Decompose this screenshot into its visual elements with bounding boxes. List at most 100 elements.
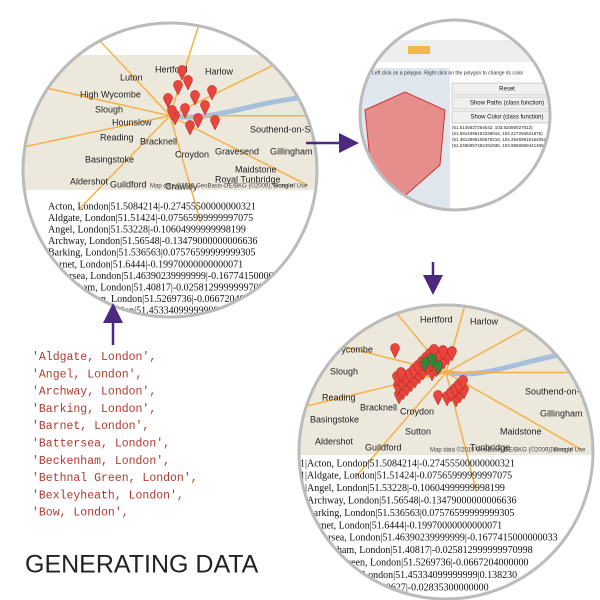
map-label: Luton [120, 72, 143, 82]
code-line: 'Battersea, London', [32, 438, 170, 451]
data-line: Archway, London|51.56548|-0.134790000000… [48, 236, 257, 247]
map-label: Maidstone [500, 426, 542, 436]
map-label: Southend-on-Sea [250, 124, 321, 134]
data-line: 1|Barnet, London|51.6444|-0.199700000000… [300, 520, 502, 531]
header-strip [360, 40, 550, 62]
map-label: Royal Tunbridge [215, 174, 281, 184]
map-label: High Wycombe [80, 89, 141, 99]
code-line: 'Archway, London', [32, 386, 156, 399]
lens-border [21, 21, 319, 319]
map-label: Hounslow [112, 117, 152, 127]
map-label: Gillingham [270, 146, 313, 156]
map-marker [200, 100, 210, 116]
map-marker [427, 353, 437, 369]
map-marker [167, 105, 177, 121]
button-label: Show Color (class function) [470, 115, 543, 121]
map-marker [420, 357, 430, 373]
data-line: 1|Bexleyheath, London|51.45334099999999|… [300, 570, 517, 581]
code-line: 'Bexleyheath, London', [32, 489, 184, 502]
road [78, 115, 171, 210]
map-label: Aldershot [315, 436, 354, 446]
data-line: Acton, London|51.5084214|-0.274555000000… [48, 201, 256, 212]
map-label: Gillingham [540, 408, 583, 418]
map-marker [396, 367, 406, 383]
map-label: Slough [95, 104, 123, 114]
map-marker [177, 65, 187, 81]
map [299, 305, 593, 455]
road [169, 115, 202, 223]
data-line: Battersea, London|51.46390239999999|-0.1… [48, 271, 299, 282]
map-marker [207, 85, 217, 101]
map-marker [180, 103, 190, 119]
map-marker [390, 343, 400, 359]
button [451, 82, 550, 96]
map-label: Slough [330, 366, 358, 376]
map-label: Croydon [400, 406, 434, 416]
coord-line: (51.5914396154336016, 104.227294621875) [452, 131, 543, 136]
data-line: 1|Archway, London|51.56548|-0.1347900000… [300, 495, 516, 506]
data-line: Aldgate, London|51.51424|-0.075659999999… [48, 213, 253, 224]
attribution: Map data ©2015 GeoBasis-DE/BKG (©2009), … [430, 447, 574, 454]
code-line: 'Beckenham, London', [32, 455, 170, 468]
coord-line: (51.5145637264542, 103.92088027812) [452, 125, 533, 130]
map-label: Sutton [405, 426, 431, 436]
map-label: Reading [100, 132, 134, 142]
map-label: Reading [322, 392, 356, 402]
map-label: Harlow [470, 316, 499, 326]
map-marker [458, 375, 468, 391]
data-line: 1|Beckenham, London|51.40817|-0.02581299… [300, 545, 533, 556]
code-line: 'Bow, London', [32, 507, 129, 520]
road [169, 23, 205, 116]
code-line: 'Angel, London', [32, 368, 142, 381]
map-marker [173, 80, 183, 96]
lens-border [297, 303, 595, 600]
map-marker [210, 115, 220, 131]
map-marker [183, 75, 193, 91]
data-line: 1|Aldgate, London|51.51424|-0.0756599999… [300, 471, 512, 482]
map-label: Basingstoke [85, 154, 134, 164]
map-marker [185, 120, 195, 136]
road [23, 115, 171, 153]
data-line: 1|Acton, London|51.5084214|-0.2745550000… [300, 458, 515, 469]
data-line: Bexleyheath, London|51.45334099999999|0.… [48, 306, 258, 317]
data-line: 1|Battersea, London|51.46390239999999|-0… [300, 533, 558, 544]
map-label: Tunbridge [470, 442, 510, 452]
button-label: Reset [499, 87, 515, 93]
data-line: Bethnal Green, London|51.5269736|-0.0667… [48, 294, 269, 305]
button [451, 110, 550, 124]
title: GENERATING DATA [25, 551, 259, 579]
data-line: 1|Angel, London|51.53228|-0.106049999999… [300, 483, 505, 494]
code-line: 'Aldgate, London', [32, 351, 156, 364]
map-marker [433, 390, 443, 406]
attribution: Map data ©2015 GeoBasis-DE/BKG (©2009), … [150, 183, 294, 190]
map-label: Maidstone [235, 164, 277, 174]
map-label: Crawley [165, 181, 198, 191]
map-label: Guildford [110, 179, 147, 189]
data-line: Barking, London|51.536563|0.075765999999… [48, 248, 255, 259]
coord-line: (51.3813996105679216, 104.29459816164062… [452, 137, 551, 142]
map-label: Hertford [155, 64, 188, 74]
data-line: 1|Barking, London|51.536563|0.0757659999… [300, 508, 514, 519]
map-label: Gravesend [215, 146, 259, 156]
map-label: Bracknell [360, 402, 397, 412]
coord-line: (51.2495957492491936, 103.98698894414062… [452, 143, 548, 148]
terms-link: Terms of Use [272, 184, 308, 190]
terms-link: Terms of Use [550, 448, 586, 454]
code-line: 'Barnet, London', [32, 420, 149, 433]
road [445, 371, 583, 451]
panel-1: Harlow Luton Hertford High Wycombe Slough Hou… [23, 23, 321, 328]
map-label: Guildford [365, 442, 402, 452]
map-marker [163, 93, 173, 109]
map-label: Harlow [205, 66, 234, 76]
data-line: Bow, London|51.530627|-0.02835300000000 [48, 317, 230, 328]
map-label: Southend-on-Sea [525, 386, 596, 396]
map-label: Croydon [175, 149, 209, 159]
map-marker [190, 90, 200, 106]
map-label: Aldershot [70, 176, 109, 186]
lens-border [358, 18, 552, 212]
button-tab [408, 46, 430, 54]
data-line: 1|Bow, London|51.530627|-0.0283530000000… [300, 582, 489, 593]
hint: Left click on a polygon. Right click on … [372, 70, 524, 76]
